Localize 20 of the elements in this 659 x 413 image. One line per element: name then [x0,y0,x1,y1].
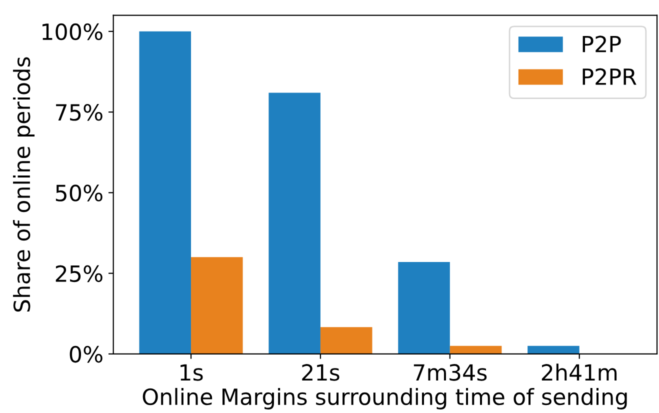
y-tick-label: 100% [42,23,102,40]
bar [528,346,580,354]
bar [139,31,192,354]
legend-label: P2PR [582,68,636,85]
y-tick-label: 0% [70,346,102,363]
x-tick-label: 2h41m [542,364,617,381]
x-tick-label: 1s [180,364,203,381]
legend-label: P2P [582,36,621,52]
bar [450,346,502,354]
y-tick-label: 75% [56,104,102,121]
bar [191,257,243,354]
y-tick-label: 25% [56,265,102,282]
bar [398,262,450,354]
bar [320,327,372,354]
x-axis-title: Online Margins surrounding time of sending [142,388,627,410]
y-axis-title: Share of online periods [13,57,35,312]
y-tick-label: 50% [56,184,102,202]
x-tick-label: 7m34s [414,364,487,381]
x-tick-label: 21s [302,364,340,381]
bar [268,92,320,354]
